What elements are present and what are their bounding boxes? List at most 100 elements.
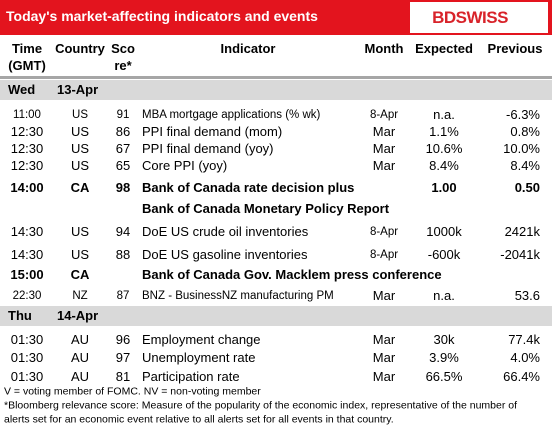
time: 01:30: [10, 369, 44, 384]
indicator: Bank of Canada rate decision plus: [142, 180, 355, 195]
logo: BDSWISS: [432, 8, 508, 27]
time: 14:00: [10, 180, 44, 195]
previous: 53.6: [514, 288, 540, 303]
score: 65: [115, 158, 131, 173]
date: 13-Apr: [57, 82, 99, 97]
score: 87: [116, 290, 130, 302]
score: 96: [115, 332, 131, 347]
country: US: [70, 247, 90, 262]
expected: 10.6%: [425, 141, 463, 156]
country: AU: [70, 350, 90, 365]
month: Mar: [372, 332, 396, 347]
note: *Bloomberg relevance score: Measure of t…: [4, 399, 518, 412]
date: 14-Apr: [57, 308, 99, 323]
expected: 66.5%: [425, 369, 463, 384]
month: Mar: [372, 288, 396, 303]
previous: 10.0%: [503, 141, 540, 156]
country: CA: [70, 180, 90, 195]
expected: n.a.: [433, 107, 455, 122]
indicator: Participation rate: [142, 369, 240, 384]
previous: 77.4k: [508, 332, 540, 347]
logo-box: [410, 2, 548, 33]
indicator: Bank of Canada Gov. Macklem press confer…: [142, 267, 442, 282]
time: 22:30: [12, 290, 42, 302]
previous: 2421k: [504, 224, 540, 239]
month: Mar: [372, 369, 396, 384]
day: Thu: [8, 308, 32, 323]
time: 12:30: [10, 141, 44, 156]
previous: 0.8%: [510, 124, 540, 139]
column-header: re*: [114, 58, 132, 73]
indicator: DoE US crude oil inventories: [142, 224, 309, 239]
country: AU: [70, 369, 90, 384]
score: 98: [115, 180, 131, 195]
expected: 8.4%: [429, 158, 459, 173]
indicator: Employment change: [142, 332, 261, 347]
indicator: PPI final demand (yoy): [142, 141, 274, 156]
month: Mar: [372, 158, 396, 173]
time: 12:30: [10, 124, 44, 139]
column-header: (GMT): [8, 58, 46, 73]
time: 14:30: [10, 224, 44, 239]
time: 01:30: [10, 332, 44, 347]
country: NZ: [72, 290, 88, 302]
header-rule: [0, 76, 552, 79]
month: 8-Apr: [369, 226, 399, 238]
column-header: Month: [364, 41, 404, 56]
country: US: [70, 224, 90, 239]
column-header: Previous: [487, 41, 543, 56]
expected: n.a.: [433, 288, 455, 303]
month: Mar: [372, 350, 396, 365]
title: Today's market-affecting indicators and …: [6, 8, 318, 24]
country: US: [70, 158, 90, 173]
time: 15:00: [10, 267, 44, 282]
score: 81: [115, 369, 131, 384]
score: 97: [115, 350, 131, 365]
note: alerts set for an economic event relativ…: [4, 413, 394, 426]
month: Mar: [372, 124, 396, 139]
score: 94: [115, 224, 131, 239]
previous: 4.0%: [510, 350, 540, 365]
time: 01:30: [10, 350, 44, 365]
month: 8-Apr: [369, 109, 399, 121]
previous: 0.50: [514, 180, 540, 195]
note: V = voting member of FOMC. NV = non-voti…: [4, 385, 261, 398]
expected: 30k: [433, 332, 455, 347]
time: 12:30: [10, 158, 44, 173]
month: Mar: [372, 141, 396, 156]
indicator: Core PPI (yoy): [142, 158, 228, 173]
column-header: Time: [11, 41, 43, 56]
score: 67: [115, 141, 131, 156]
score: 86: [115, 124, 131, 139]
country: AU: [70, 332, 90, 347]
column-header: Indicator: [220, 41, 276, 56]
indicator: MBA mortgage applications (% wk): [142, 109, 321, 121]
indicator: Bank of Canada Monetary Policy Report: [142, 201, 390, 216]
day: Wed: [8, 82, 36, 97]
expected: 3.9%: [429, 350, 459, 365]
expected: 1.00: [431, 180, 457, 195]
country: US: [70, 141, 90, 156]
score: 88: [115, 247, 131, 262]
indicator: PPI final demand (mom): [142, 124, 283, 139]
previous: 66.4%: [503, 369, 540, 384]
previous: -6.3%: [506, 107, 540, 122]
expected: 1000k: [426, 224, 462, 239]
previous: -2041k: [500, 247, 540, 262]
indicator: BNZ - BusinessNZ manufacturing PM: [142, 290, 334, 302]
time: 14:30: [10, 247, 44, 262]
column-header: Country: [55, 41, 105, 56]
indicator: Unemployment rate: [142, 350, 256, 365]
previous: 8.4%: [510, 158, 540, 173]
day-row: [0, 80, 552, 100]
time: 11:00: [13, 109, 41, 121]
column-header: Sco: [111, 41, 135, 56]
country: US: [70, 124, 90, 139]
country: CA: [70, 267, 90, 282]
day-row: [0, 306, 552, 326]
expected: -600k: [427, 247, 461, 262]
indicator: DoE US gasoline inventories: [142, 247, 308, 262]
country: US: [72, 109, 88, 121]
column-header: Expected: [415, 41, 473, 56]
